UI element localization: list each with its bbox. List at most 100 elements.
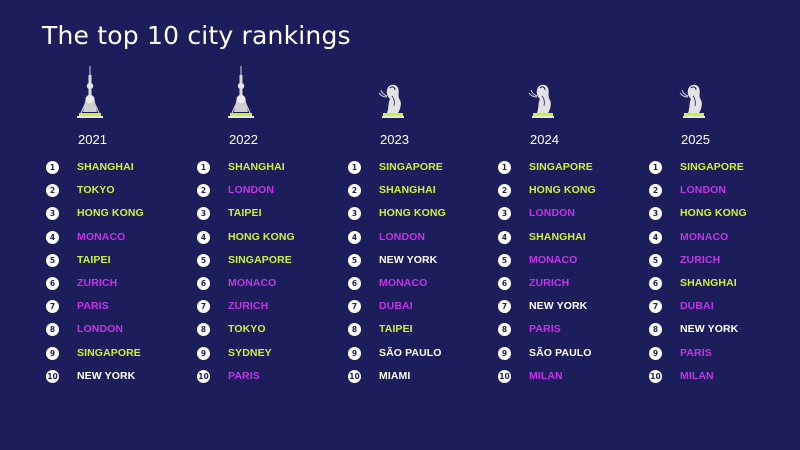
rank-badge: 9 <box>46 346 59 360</box>
city-name: HONG KONG <box>77 207 144 220</box>
city-name: TAIPEI <box>228 207 262 220</box>
tower-icon <box>227 66 255 122</box>
city-name: PARIS <box>529 323 561 336</box>
city-name: PARIS <box>77 300 109 313</box>
city-name: SINGAPORE <box>379 161 443 173</box>
ranking-column-2025: 2025 1 SINGAPORE 2 LONDON 3 HONG KONG 4 MONACO 5 Z… <box>649 66 789 396</box>
city-name: TOKYO <box>228 323 266 336</box>
tower-icon <box>76 66 104 122</box>
rank-badge: 10 <box>649 369 662 383</box>
city-name: MILAN <box>529 369 563 382</box>
rank-badge: 3 <box>348 207 361 221</box>
rank-badge: 2 <box>498 184 511 198</box>
rank-badge: 1 <box>46 161 59 174</box>
year-label: 2022 <box>229 132 258 147</box>
city-name: SHANGHAI <box>77 161 134 173</box>
city-name: SHANGHAI <box>680 276 737 289</box>
rank-badge: 1 <box>348 161 361 174</box>
city-name: SINGAPORE <box>228 253 292 266</box>
city-name: MONACO <box>529 253 578 266</box>
city-name: SINGAPORE <box>77 346 141 359</box>
city-name: DUBAI <box>680 300 714 313</box>
rank-badge: 10 <box>197 369 210 383</box>
rank-badge: 6 <box>46 276 59 290</box>
rank-badge: 5 <box>498 253 511 267</box>
rank-badge: 10 <box>498 369 511 383</box>
rank-badge: 2 <box>348 184 361 198</box>
year-label: 2023 <box>380 132 409 147</box>
city-name: HONG KONG <box>228 230 295 243</box>
merlion-icon <box>378 66 406 122</box>
city-name: MONACO <box>680 230 729 243</box>
rank-badge: 3 <box>498 207 511 221</box>
city-name: TOKYO <box>77 184 115 197</box>
city-name: LONDON <box>680 184 727 197</box>
rank-badge: 5 <box>46 253 59 267</box>
rank-badge: 4 <box>649 230 662 244</box>
year-label: 2025 <box>681 132 710 147</box>
city-name: HONG KONG <box>680 207 747 220</box>
city-name: ZURICH <box>529 276 570 289</box>
city-name: MILAN <box>680 369 714 382</box>
rank-badge: 2 <box>649 184 662 198</box>
city-name: PARIS <box>228 369 260 382</box>
city-name: MONACO <box>228 276 277 289</box>
city-name: ZURICH <box>680 253 721 266</box>
rank-badge: 5 <box>649 253 662 267</box>
city-name: TAIPEI <box>379 323 413 336</box>
city-name: HONG KONG <box>529 184 596 197</box>
city-name: NEW YORK <box>379 253 438 266</box>
city-name: SHANGHAI <box>529 230 586 243</box>
city-name: PARIS <box>680 346 712 359</box>
merlion-icon <box>528 66 556 122</box>
city-name: MONACO <box>379 276 428 289</box>
rank-badge: 3 <box>197 207 210 221</box>
rank-badge: 10 <box>46 369 59 383</box>
city-name: SÃO PAULO <box>379 346 442 359</box>
city-name: SHANGHAI <box>228 161 285 173</box>
city-name: LONDON <box>77 323 124 336</box>
rank-badge: 5 <box>348 253 361 267</box>
rank-badge: 6 <box>348 276 361 290</box>
rank-badge: 9 <box>498 346 511 360</box>
rank-badge: 6 <box>197 276 210 290</box>
rank-badge: 8 <box>197 323 210 337</box>
rank-badge: 4 <box>197 230 210 244</box>
rank-badge: 1 <box>197 161 210 174</box>
ranking-column-2023: 2023 1 SINGAPORE 2 SHANGHAI 3 HONG KONG 4 LONDON… <box>348 66 488 396</box>
rank-badge: 7 <box>348 300 361 314</box>
rank-badge: 9 <box>348 346 361 360</box>
ranking-column-2024: 2024 1 SINGAPORE 2 HONG KONG 3 LONDON 4 SHANGHAI… <box>498 66 638 396</box>
rank-badge: 1 <box>498 161 511 174</box>
rank-badge: 4 <box>46 230 59 244</box>
rank-badge: 4 <box>348 230 361 244</box>
rank-badge: 8 <box>649 323 662 337</box>
rank-badge: 10 <box>348 369 361 383</box>
rank-badge: 2 <box>46 184 59 198</box>
rank-badge: 8 <box>348 323 361 337</box>
rank-badge: 3 <box>649 207 662 221</box>
rank-badge: 3 <box>46 207 59 221</box>
city-name: ZURICH <box>77 276 118 289</box>
city-name: LONDON <box>379 230 426 243</box>
ranking-column-2022: 2022 1 SHANGHAI 2 LONDON 3 TAIPEI 4 HONG KONG 5 SI… <box>197 66 337 396</box>
rank-badge: 8 <box>498 323 511 337</box>
rank-badge: 7 <box>498 300 511 314</box>
city-name: HONG KONG <box>379 207 446 220</box>
city-name: DUBAI <box>379 300 413 313</box>
rank-badge: 6 <box>498 276 511 290</box>
year-label: 2021 <box>78 132 107 147</box>
city-name: SYDNEY <box>228 346 272 359</box>
city-name: NEW YORK <box>529 300 588 313</box>
city-name: ZURICH <box>228 300 269 313</box>
city-name: SINGAPORE <box>529 161 593 173</box>
city-name: SHANGHAI <box>379 184 436 197</box>
city-name: LONDON <box>228 184 275 197</box>
ranking-column-2021: 2021 1 SHANGHAI 2 TOKYO 3 HONG KONG 4 MONACO 5 TAI… <box>46 66 186 396</box>
page-title: The top 10 city rankings <box>42 21 351 50</box>
rank-badge: 7 <box>46 300 59 314</box>
city-name: NEW YORK <box>77 369 136 382</box>
rank-badge: 9 <box>197 346 210 360</box>
city-name: LONDON <box>529 207 576 220</box>
rank-badge: 1 <box>649 161 662 174</box>
